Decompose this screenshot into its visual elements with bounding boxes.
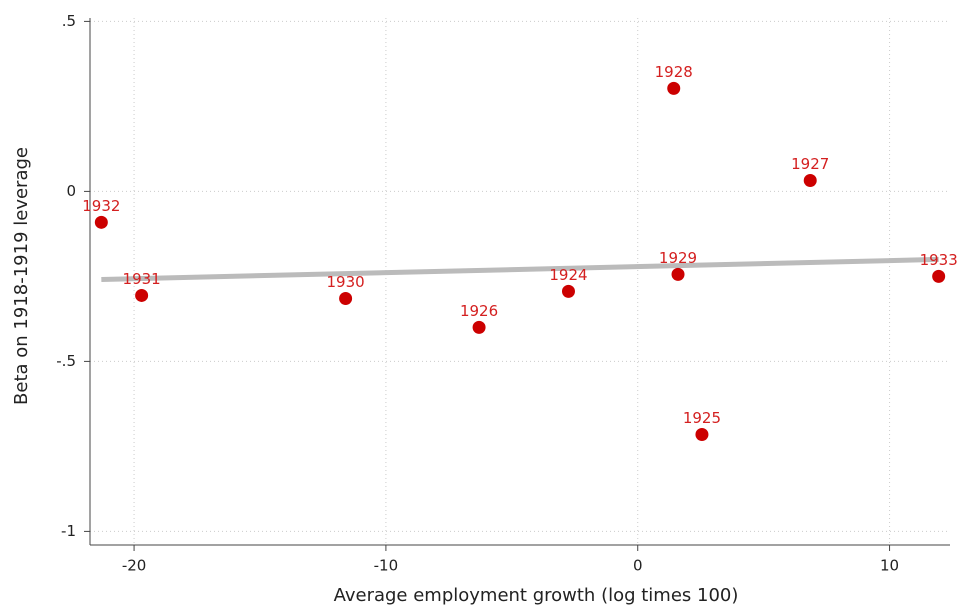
point-label: 1929 <box>659 249 697 267</box>
point <box>561 284 575 298</box>
point-label: 1925 <box>683 409 721 427</box>
y-axis-label: Beta on 1918-1919 leverage <box>11 147 32 405</box>
point <box>671 267 685 281</box>
y-tick-label: -1 <box>61 522 76 540</box>
point <box>94 215 108 229</box>
point <box>472 320 486 334</box>
x-tick-label: -20 <box>122 557 147 575</box>
point <box>932 269 946 283</box>
x-tick-label: 0 <box>633 557 643 575</box>
point-label: 1931 <box>123 270 161 288</box>
point <box>695 428 709 441</box>
y-tick-label: -.5 <box>56 352 76 370</box>
point-label: 1933 <box>920 251 958 269</box>
point <box>667 81 681 95</box>
y-tick-label: .5 <box>62 12 76 30</box>
y-tick-label: 0 <box>66 182 76 200</box>
point <box>803 174 817 188</box>
point-label: 1932 <box>82 197 120 215</box>
point-label: 1930 <box>327 273 365 291</box>
x-axis-label: Average employment growth (log times 100… <box>334 585 739 606</box>
point-label: 1924 <box>549 266 587 284</box>
point-label: 1928 <box>655 63 693 81</box>
point-label: 1927 <box>791 155 829 173</box>
x-tick-label: -10 <box>374 557 399 575</box>
fit-line <box>101 256 939 282</box>
point <box>339 292 353 305</box>
x-tick-label: 10 <box>880 557 899 575</box>
point-label: 1926 <box>460 302 498 320</box>
point <box>135 288 149 302</box>
